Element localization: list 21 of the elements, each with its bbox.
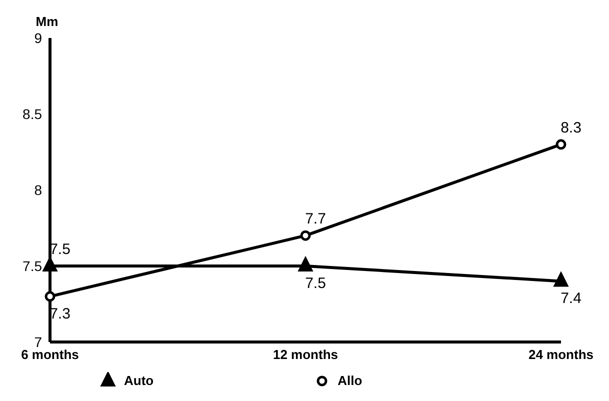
legend-label: Auto xyxy=(124,372,154,388)
x-tick-label: 24 months xyxy=(528,347,594,362)
data-label: 7.4 xyxy=(560,290,582,308)
data-label: 8.3 xyxy=(560,119,582,136)
y-tick-label: 8.5 xyxy=(22,106,42,122)
x-tick-label: 12 months xyxy=(272,347,338,362)
y-tick-label: 8 xyxy=(34,182,42,198)
legend-label: Allo xyxy=(338,372,362,388)
point xyxy=(554,272,568,287)
y-axis-title: Mm xyxy=(36,14,58,29)
y-tick-label: 9 xyxy=(34,30,42,46)
y-tick-label: 7.5 xyxy=(22,258,42,274)
data-label: 7.5 xyxy=(50,241,70,258)
data-label: 7.7 xyxy=(305,210,326,228)
x-tick-label: 6 months xyxy=(21,347,79,362)
data-label: 7.5 xyxy=(305,275,326,292)
point xyxy=(556,139,566,150)
y-tick-label: 7 xyxy=(34,334,42,350)
data-label: 7.3 xyxy=(50,305,70,322)
point xyxy=(298,256,313,272)
point xyxy=(300,230,311,241)
